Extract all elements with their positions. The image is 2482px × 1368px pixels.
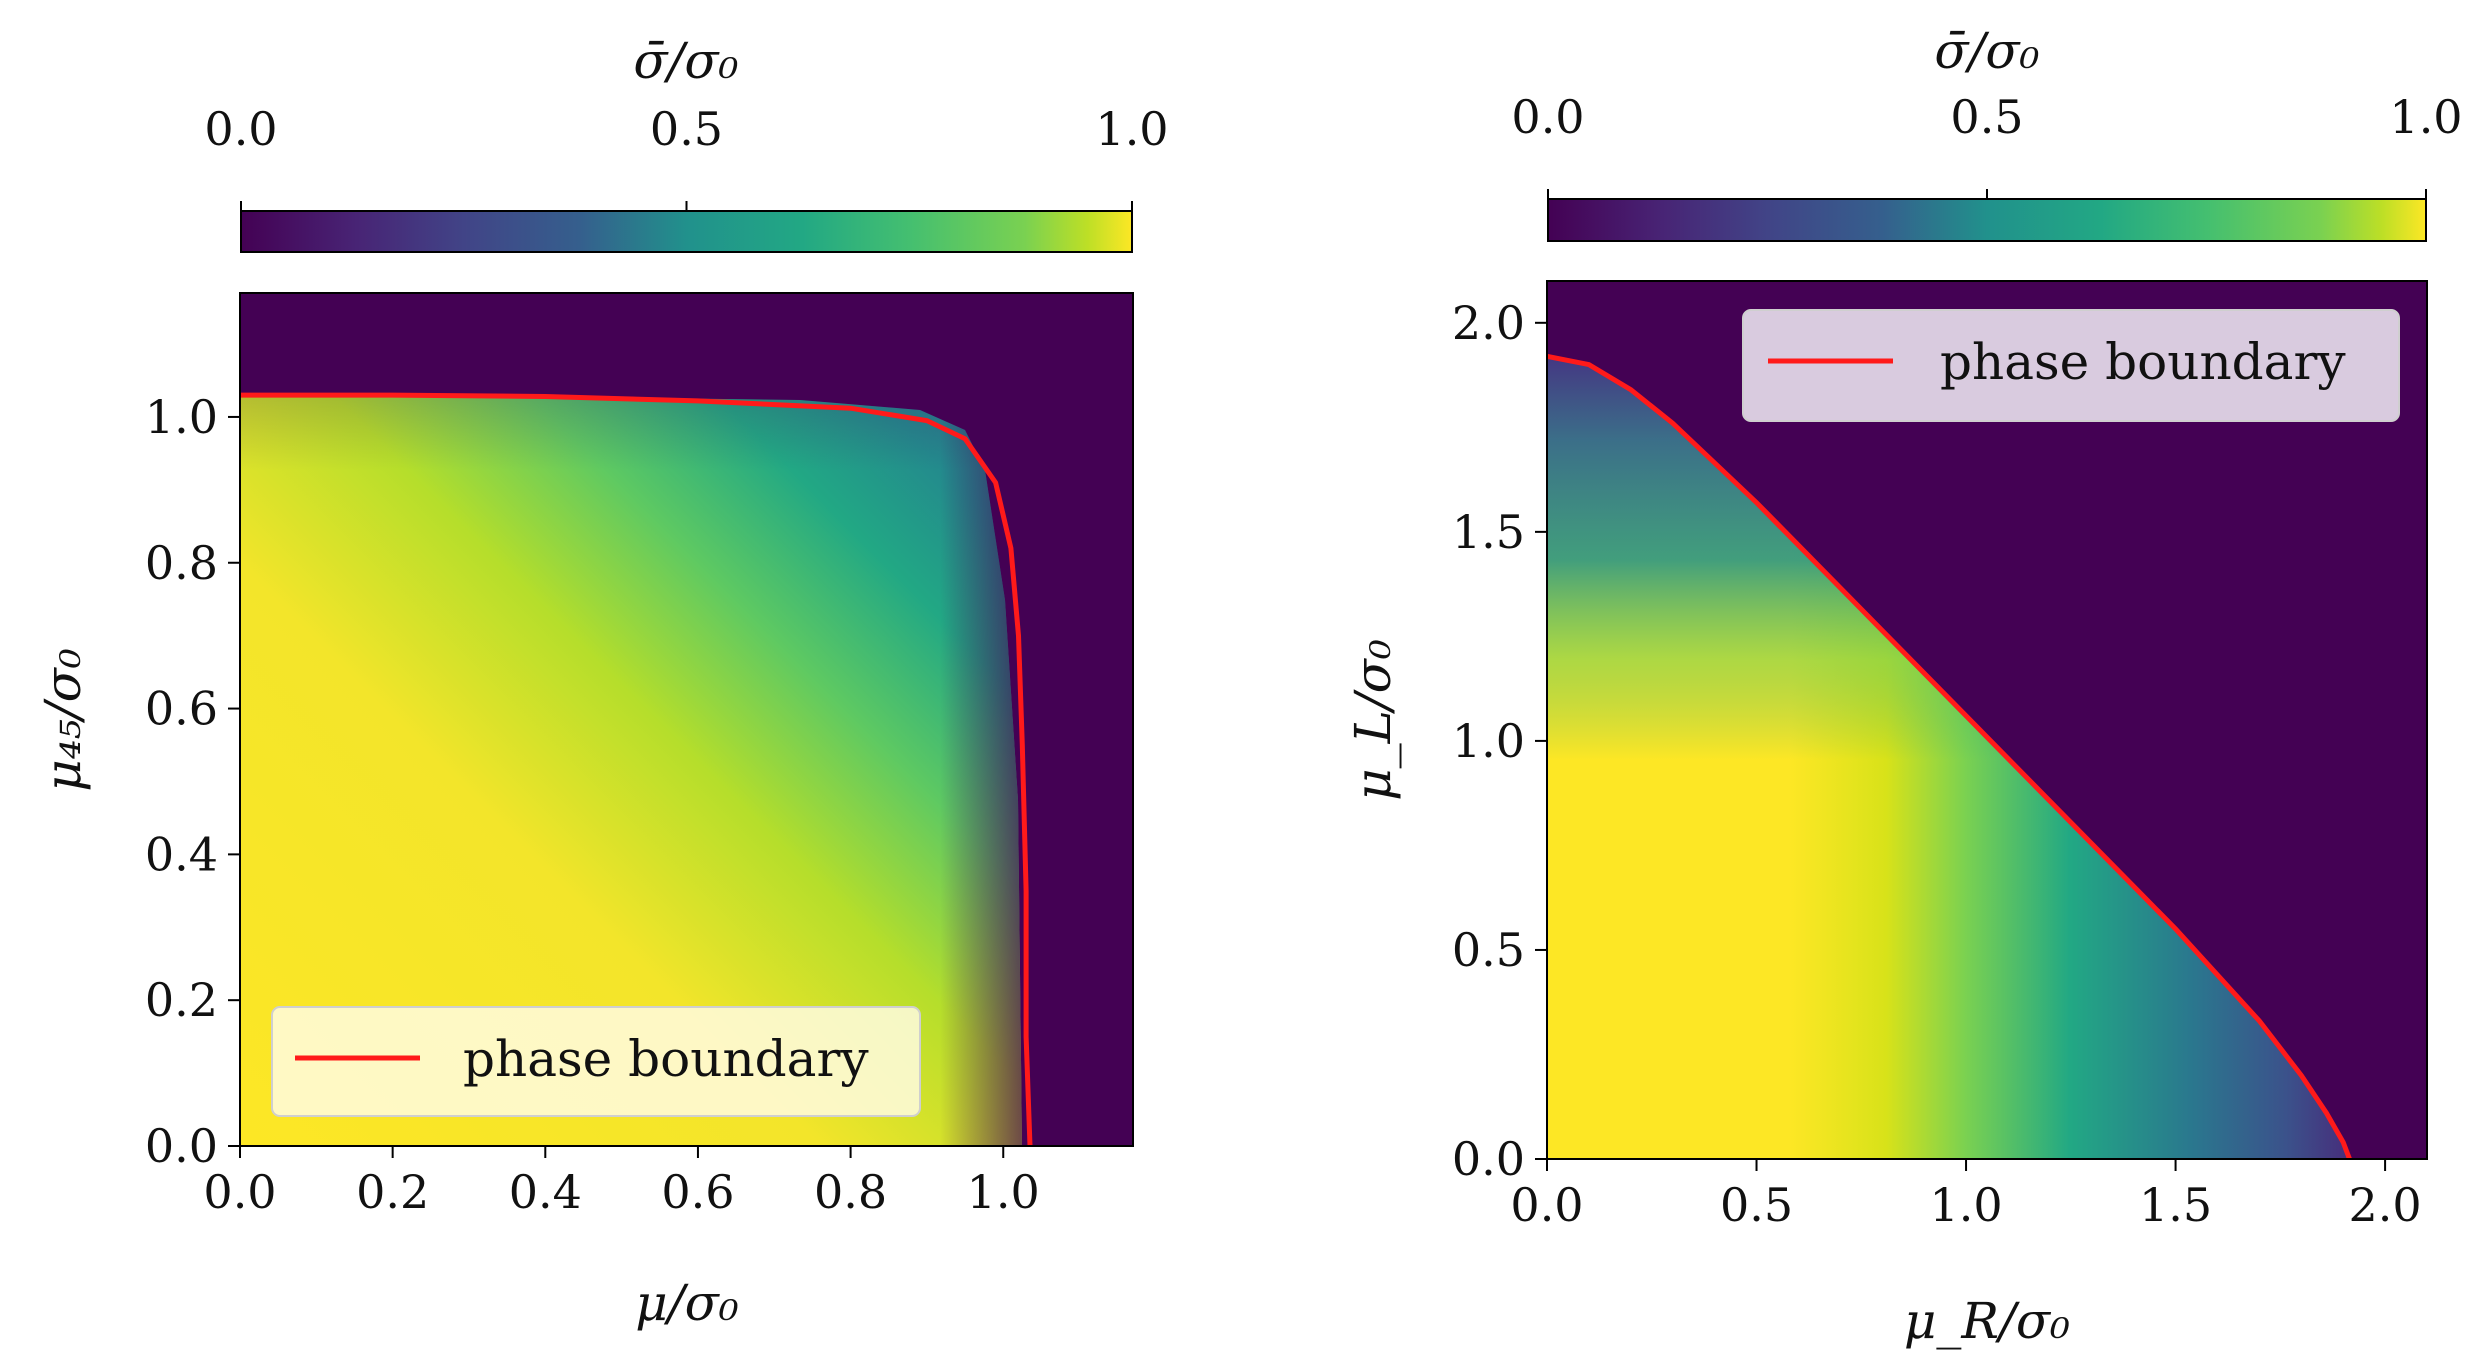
left-colorbar-tick-2: 1.0	[1095, 102, 1168, 156]
right-legend-label: phase boundary	[1940, 333, 2346, 391]
left-y-tick-label: 1.0	[145, 390, 218, 444]
left-x-tick-label: 0.0	[203, 1165, 276, 1219]
left-x-tick-label: 0.2	[356, 1165, 429, 1219]
right-x-tick-label: 0.5	[1720, 1178, 1793, 1232]
right-colorbar-label: σ̄/σ₀	[1934, 22, 2039, 80]
right-colorbar-tick-0: 0.0	[1511, 90, 1584, 144]
left-colorbar-tick-0: 0.0	[204, 102, 277, 156]
left-x-axis-label: μ/σ₀	[635, 1274, 739, 1332]
left-y-tick-label: 0.0	[145, 1119, 218, 1173]
right-colorbar-tick-1: 0.5	[1950, 90, 2023, 144]
right-legend: phase boundary	[1742, 309, 2400, 422]
right-y-tick-label: 1.0	[1452, 714, 1525, 768]
right-x-tick-label: 2.0	[2349, 1178, 2422, 1232]
left-y-tick-label: 0.8	[145, 536, 218, 590]
left-phase-boundary-line	[240, 392, 1033, 1146]
right-y-tick-label: 0.5	[1452, 923, 1525, 977]
left-y-axis-label: μ₄₅/σ₀	[34, 648, 92, 792]
left-x-tick-label: 0.8	[814, 1165, 887, 1219]
right-x-axis-label: μ_R/σ₀	[1904, 1292, 2070, 1350]
right-y-tick-label: 0.0	[1452, 1132, 1525, 1186]
right-y-tick-label: 2.0	[1452, 296, 1525, 350]
right-panel: 0.0 0.5 1.0 σ̄/σ₀ 0.0 0.5 1.0 1.5 2.0 0.0 0.5 1…	[1344, 22, 2463, 1350]
right-colorbar-bar	[1547, 198, 2427, 242]
left-colorbar: 0.0 0.5 1.0 σ̄/σ₀	[204, 32, 1169, 253]
right-x-tick-label: 0.0	[1510, 1178, 1583, 1232]
left-heatmap	[240, 293, 1133, 1146]
left-colorbar-bar	[240, 210, 1133, 253]
left-panel: 0.0 0.5 1.0 σ̄/σ₀ 0.0 0.2 0.4 0.6 0.8 1.00.00…	[34, 32, 1169, 1332]
right-heatmap	[1547, 281, 2427, 1159]
left-x-tick-label: 1.0	[967, 1165, 1040, 1219]
right-y-axis-label: μ_L/σ₀	[1344, 639, 1402, 801]
left-colorbar-tick-1: 0.5	[650, 102, 723, 156]
right-x-tick-label: 1.5	[2139, 1178, 2212, 1232]
left-axes: 0.0 0.2 0.4 0.6 0.8 1.0 0.0 0.2 0.4 0.6 0.8 1.0	[145, 390, 1040, 1219]
right-axes: 0.0 0.5 1.0 1.5 2.0 0.0 0.5 1.0 1.5 2.0	[1452, 296, 2422, 1232]
left-colorbar-label: σ̄/σ₀	[633, 32, 738, 90]
right-phase-boundary-line	[1547, 353, 2352, 1159]
left-legend: phase boundary	[271, 1006, 921, 1117]
left-legend-label: phase boundary	[463, 1030, 869, 1088]
right-y-tick-label: 1.5	[1452, 505, 1525, 559]
right-colorbar-tick-2: 1.0	[2389, 90, 2462, 144]
left-x-tick-label: 0.4	[509, 1165, 582, 1219]
right-x-tick-label: 1.0	[1929, 1178, 2002, 1232]
left-x-tick-label: 0.6	[661, 1165, 734, 1219]
right-colorbar: 0.0 0.5 1.0 σ̄/σ₀	[1511, 22, 2463, 242]
left-y-tick-label: 0.2	[145, 973, 218, 1027]
left-y-tick-label: 0.6	[145, 682, 218, 736]
left-y-tick-label: 0.4	[145, 827, 218, 881]
